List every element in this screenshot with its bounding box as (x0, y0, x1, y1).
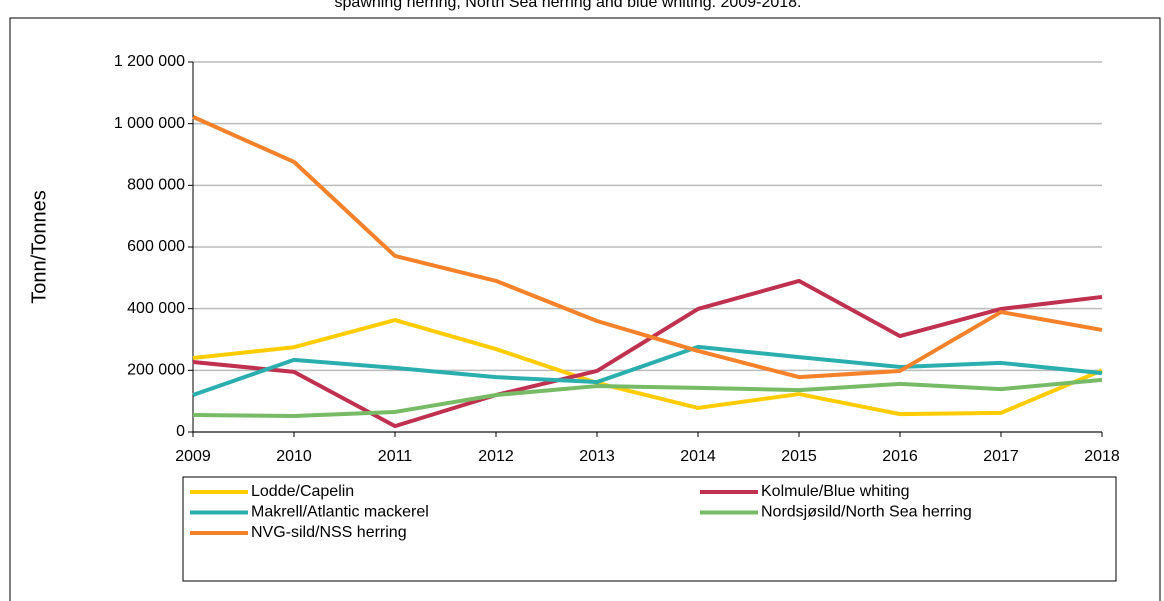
legend-label: Kolmule/Blue whiting (761, 483, 910, 500)
y-tick-label: 200 000 (127, 362, 185, 379)
y-tick-label: 800 000 (127, 177, 185, 194)
legend-label: Lodde/Capelin (251, 483, 354, 500)
x-tick-label: 2010 (276, 448, 312, 465)
x-tick-label: 2013 (579, 448, 615, 465)
chart-title: spawning herring, North Sea herring and … (335, 0, 802, 11)
x-tick-label: 2011 (378, 448, 413, 465)
series-line (192, 344, 1103, 397)
legend-label: NVG-sild/NSS herring (251, 524, 407, 541)
series-line (192, 278, 1103, 429)
x-tick-label: 2016 (882, 448, 918, 465)
series-line (192, 318, 1103, 417)
y-tick-label: 600 000 (127, 238, 185, 255)
y-axis-label: Tonn/Tonnes (28, 190, 50, 303)
x-tick-label: 2012 (478, 448, 514, 465)
series-line (192, 377, 1103, 418)
legend-frame (182, 476, 1117, 582)
y-tick-label: 0 (176, 423, 185, 440)
x-tick-label: 2009 (175, 448, 211, 465)
x-tick-label: 2014 (680, 448, 716, 465)
series-line (192, 115, 1103, 380)
x-tick-label: 2018 (1084, 448, 1120, 465)
y-tick-label: 1 200 000 (114, 53, 185, 70)
x-tick-label: 2015 (781, 448, 817, 465)
legend-label: Nordsjøsild/North Sea herring (761, 504, 972, 521)
x-tick-label: 2017 (983, 448, 1019, 465)
y-tick-label: 1 000 000 (114, 115, 185, 132)
legend-label: Makrell/Atlantic mackerel (251, 504, 429, 521)
y-tick-label: 400 000 (127, 300, 185, 317)
